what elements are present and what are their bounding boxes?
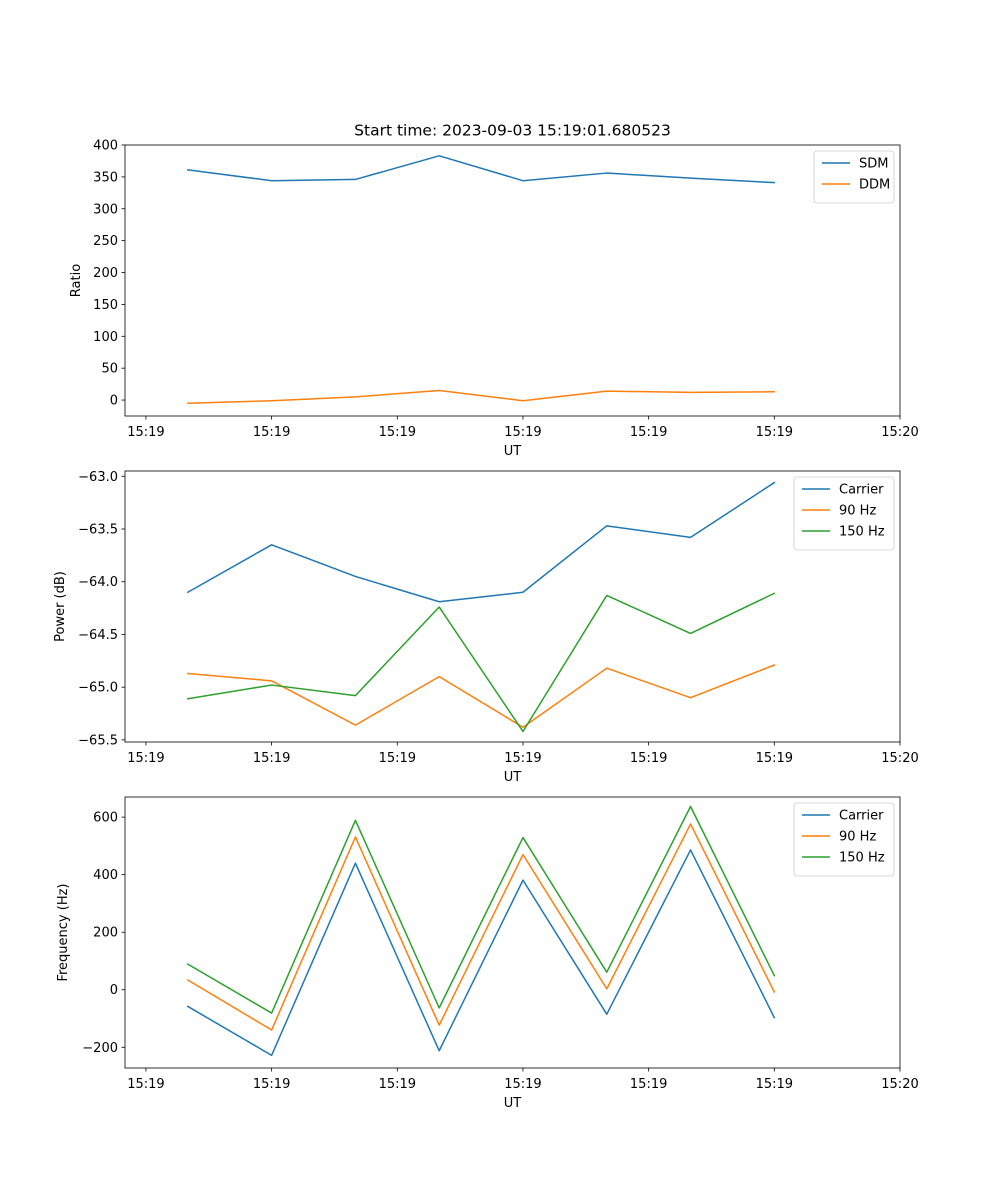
frequency-legend-label: 150 Hz [839,851,885,866]
power-y-axis-label: Power (dB) [53,571,68,642]
power-x-tick-label: 15:20 [881,751,918,766]
power-series-line-90-hz [187,664,776,728]
ratio-legend-label: SDM [859,157,888,172]
power-series-line-carrier [186,481,776,603]
ratio-y-tick-label: 400 [93,139,118,154]
power-y-tick-label: −63.0 [78,470,118,485]
figure-title: Start time: 2023-09-03 15:19:01.680523 [354,122,671,140]
ratio-y-tick-label: 100 [93,330,118,345]
frequency-y-axis-label: Frequency (Hz) [56,883,71,981]
frequency-series-line-carrier [186,849,776,1057]
ratio-y-tick-label: 300 [93,202,118,217]
frequency-y-tick-label: 400 [93,868,118,883]
frequency-chart: 15:19 15:19 15:19 15:19 15:19 15:19 15:20 −200 0… [56,796,919,1111]
ratio-x-tick-label: 15:19 [379,425,416,440]
ratio-x-tick-label: 15:19 [127,425,164,440]
power-y-tick-label: −64.0 [78,575,118,590]
ratio-x-tick-label: 15:19 [630,425,667,440]
frequency-y-tick-label: −200 [82,1041,118,1056]
frequency-x-tick-label: 15:19 [127,1077,164,1092]
frequency-x-tick-label: 15:19 [756,1077,793,1092]
frequency-series-line-90-hz [186,823,776,1031]
frequency-legend-label: Carrier [839,809,884,824]
frequency-y-tick-label: 0 [110,983,118,998]
ratio-legend: SDM DDM [813,150,895,204]
frequency-legend: Carrier 90 Hz 150 Hz [793,802,895,877]
power-y-tick-label: −65.5 [78,733,118,748]
power-y-tick-label: −65.0 [78,681,118,696]
ratio-x-tick-label: 15:19 [253,425,290,440]
power-y-tick-label: −64.5 [78,628,118,643]
ratio-y-tick-label: 150 [93,298,118,313]
power-axes-frame [124,470,901,743]
ratio-series-line-sdm [186,155,776,184]
ratio-y-axis-label: Ratio [69,264,84,297]
frequency-x-axis-label: UT [504,1096,522,1111]
power-x-tick-label: 15:19 [253,751,290,766]
power-y-tick-label: −63.5 [78,522,118,537]
ratio-series-line-ddm [187,389,776,405]
power-legend-label: Carrier [839,483,884,498]
ratio-y-tick-label: 350 [93,170,118,185]
frequency-legend-label: 90 Hz [839,830,876,845]
frequency-y-tick-label: 200 [93,926,118,941]
power-x-tick-label: 15:19 [756,751,793,766]
frequency-x-tick-label: 15:19 [379,1077,416,1092]
power-chart: 15:19 15:19 15:19 15:19 15:19 15:19 15:20 −65.5… [53,470,919,785]
ratio-y-tick-label: 50 [101,362,118,377]
ratio-x-tick-label: 15:19 [756,425,793,440]
power-legend-label: 150 Hz [839,525,885,540]
ratio-legend-box [813,150,895,204]
frequency-x-tick-label: 15:19 [630,1077,667,1092]
frequency-y-tick-label: 600 [93,811,118,826]
frequency-x-tick-label: 15:19 [253,1077,290,1092]
power-legend-label: 90 Hz [839,504,876,519]
frequency-series-line-150-hz [186,805,776,1014]
ratio-chart: 15:19 15:19 15:19 15:19 15:19 15:19 15:20 0 50 10… [69,139,919,460]
power-x-tick-label: 15:19 [504,751,541,766]
power-x-tick-label: 15:19 [127,751,164,766]
power-legend: Carrier 90 Hz 150 Hz [793,476,895,551]
power-x-axis-label: UT [504,770,522,785]
ratio-x-tick-label: 15:19 [504,425,541,440]
ratio-legend-label: DDM [859,178,890,193]
power-x-tick-label: 15:19 [630,751,667,766]
power-x-tick-label: 15:19 [379,751,416,766]
frequency-x-tick-label: 15:20 [881,1077,918,1092]
ratio-y-tick-label: 0 [110,394,118,409]
ratio-y-tick-label: 200 [93,266,118,281]
ratio-y-tick-label: 250 [93,234,118,249]
ratio-x-axis-label: UT [504,444,522,459]
ratio-x-tick-label: 15:20 [881,425,918,440]
power-series-line-150-hz [186,592,776,733]
ratio-axes-frame [124,144,901,417]
frequency-x-tick-label: 15:19 [504,1077,541,1092]
